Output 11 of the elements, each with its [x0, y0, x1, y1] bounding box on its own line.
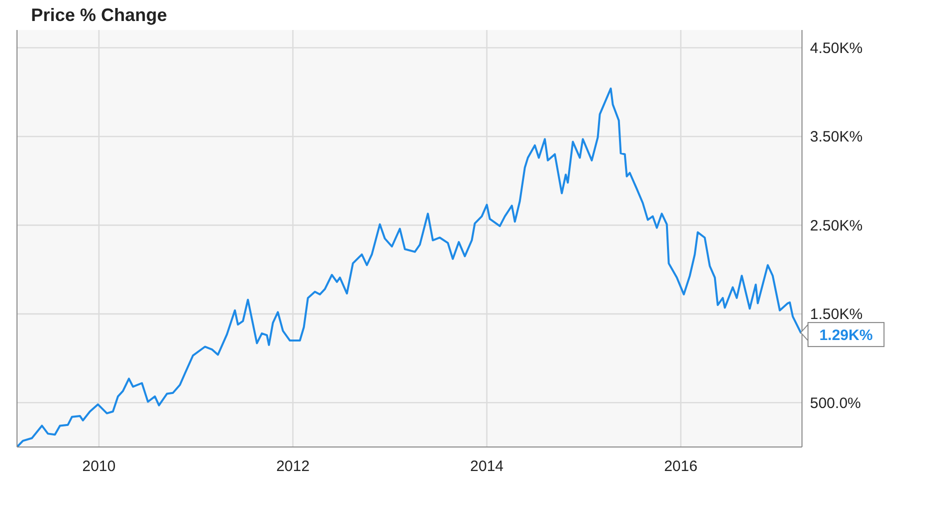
y-tick-label: 4.50K% — [810, 40, 863, 57]
chart-title: Price % Change — [31, 5, 168, 25]
y-tick-label: 1.50K% — [810, 306, 863, 324]
annotation: 1.29K% — [819, 326, 873, 344]
x-tick-label: 2010 — [82, 458, 116, 475]
x-tick-label: 2012 — [276, 458, 310, 475]
y-tick-label: 500.0% — [810, 394, 861, 412]
y-tick-label: 3.50K% — [810, 128, 863, 146]
x-tick-label: 2014 — [470, 458, 504, 475]
y-tick-label: 2.50K% — [810, 217, 863, 234]
x-tick-label: 2016 — [664, 458, 698, 475]
